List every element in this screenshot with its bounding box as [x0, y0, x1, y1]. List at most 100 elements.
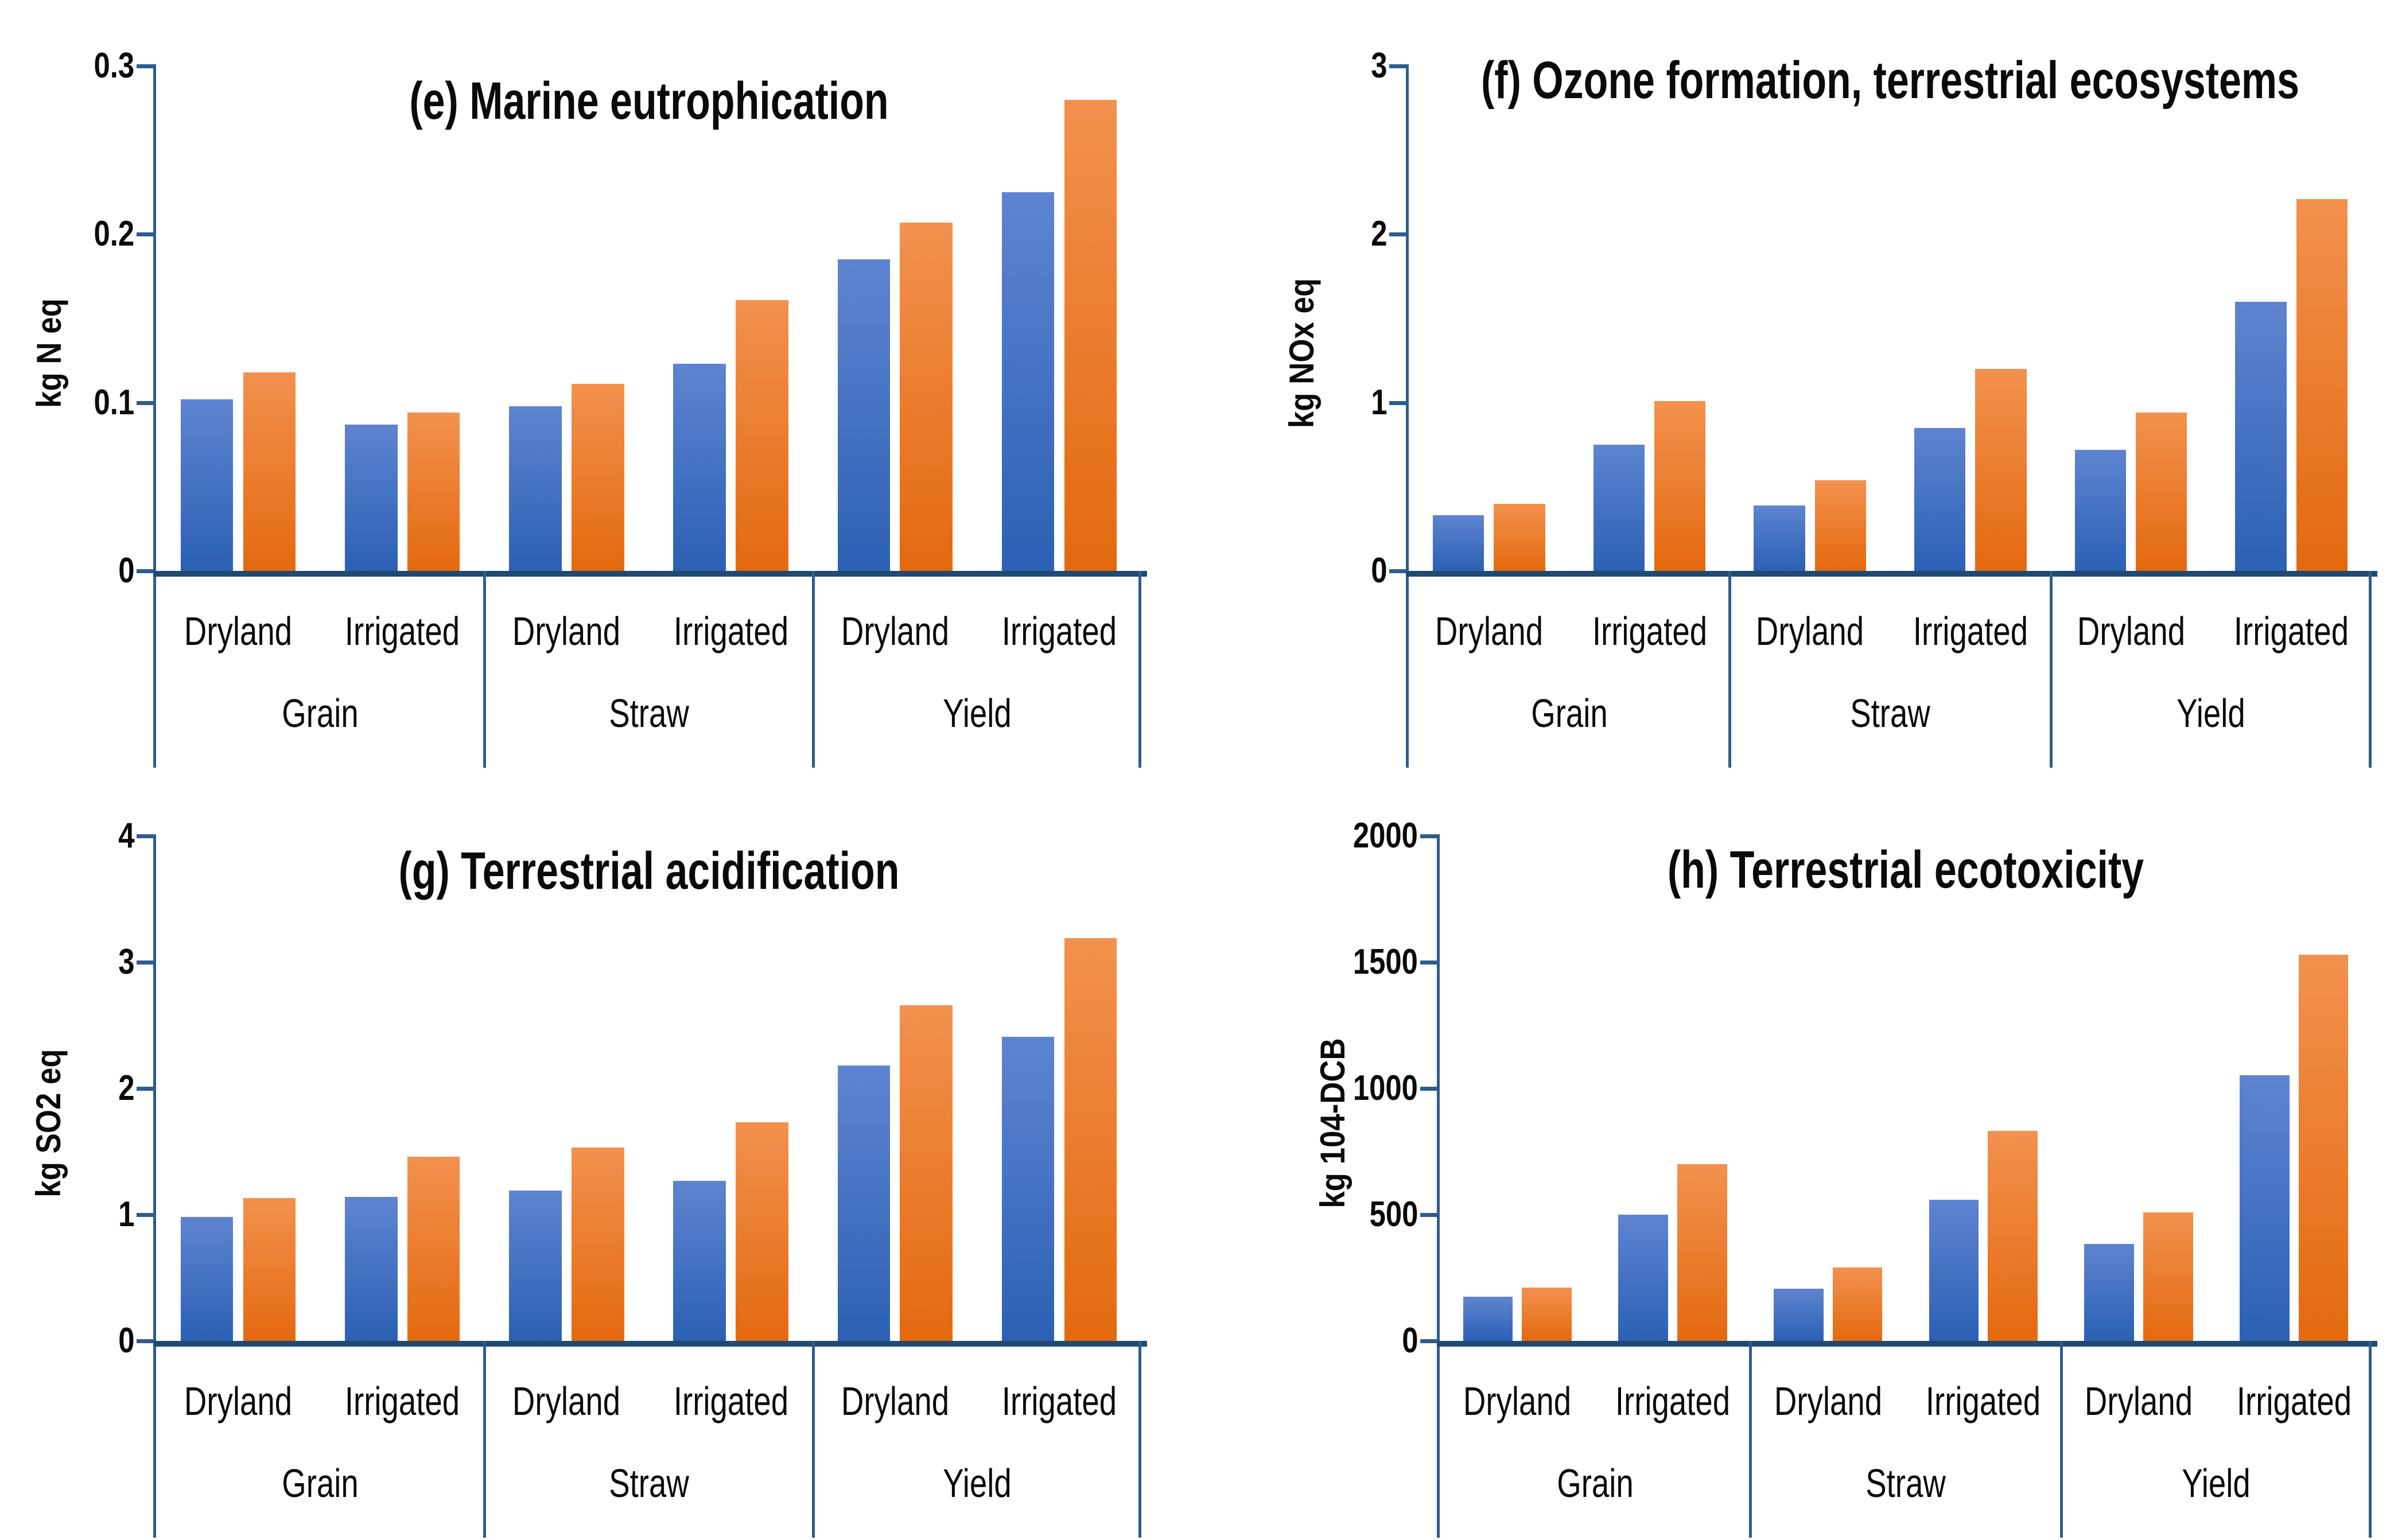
group-label: Grain: [282, 691, 359, 736]
y-tick-mark: [1389, 232, 1409, 237]
bar-grain-irrigated-blue: [1618, 1215, 1668, 1341]
y-tick-mark: [137, 1339, 156, 1343]
subgroup-label: Irrigated: [1913, 609, 2028, 654]
bar-yield-irrigated-orange: [2296, 199, 2348, 571]
bar-yield-dryland-blue: [837, 1065, 891, 1341]
bar-grain-irrigated-blue: [1593, 445, 1645, 571]
subgroup-label: Irrigated: [673, 609, 788, 654]
subgroup-label: Irrigated: [1592, 609, 1707, 654]
bar-grain-irrigated-orange: [407, 1156, 460, 1341]
group-label: Grain: [282, 1461, 359, 1506]
y-tick-label: 0.2: [94, 214, 134, 254]
subgroup-label: Dryland: [512, 1379, 621, 1424]
panel-title: (g) Terrestrial acidification: [398, 842, 899, 900]
y-tick-label: 2: [118, 1068, 134, 1108]
bar-straw-dryland-blue: [1773, 1288, 1824, 1341]
y-tick-mark: [137, 1213, 156, 1217]
y-axis-line: [153, 836, 156, 1538]
bar-grain-dryland-blue: [180, 1217, 234, 1341]
y-tick-label: 0: [1401, 1321, 1418, 1360]
group-label: Straw: [608, 691, 689, 736]
subgroup-label: Irrigated: [345, 1379, 460, 1424]
subgroup-label: Dryland: [1756, 609, 1864, 654]
y-tick-label: 2000: [1352, 816, 1418, 855]
subgroup-label: Irrigated: [673, 1379, 788, 1424]
y-tick-label: 0.3: [94, 46, 134, 85]
group-separator-line: [2369, 571, 2372, 768]
panel-terrestrial-acidification: (g) Terrestrial acidification kg SO2 eq 0 1…: [0, 770, 1199, 1540]
y-tick-label: 3: [118, 942, 134, 982]
y-tick-label: 3: [1370, 46, 1387, 85]
bar-straw-irrigated-orange: [1988, 1130, 2038, 1341]
group-separator-line: [811, 571, 815, 768]
y-tick-mark: [1420, 1339, 1440, 1343]
subgroup-label: Dryland: [512, 609, 621, 654]
panel-title: (f) Ozone formation, terrestrial ecosyst…: [1481, 51, 2299, 110]
y-tick-mark: [137, 232, 156, 237]
group-separator-line: [2049, 571, 2053, 768]
bar-straw-dryland-blue: [1754, 505, 1805, 571]
bar-straw-irrigated-orange: [1975, 369, 2027, 571]
x-axis-line: [1406, 571, 2377, 577]
bar-grain-irrigated-orange: [407, 413, 460, 571]
bar-grain-dryland-blue: [1463, 1297, 1513, 1341]
subgroup-label: Dryland: [184, 609, 293, 654]
subgroup-label: Irrigated: [1615, 1379, 1731, 1424]
subgroup-label: Dryland: [841, 1379, 949, 1424]
bar-grain-irrigated-orange: [1654, 400, 1706, 571]
bar-grain-dryland-orange: [1522, 1287, 1572, 1341]
group-separator-line: [1749, 1341, 1752, 1538]
group-label: Yield: [943, 1461, 1012, 1506]
y-axis-line: [153, 66, 156, 768]
group-label: Straw: [608, 1461, 689, 1506]
group-label: Yield: [2182, 1461, 2251, 1506]
subgroup-label: Dryland: [1435, 609, 1543, 654]
group-separator-line: [811, 1341, 815, 1538]
bar-yield-dryland-blue: [2074, 449, 2127, 571]
y-tick-label: 500: [1369, 1195, 1418, 1234]
group-label: Grain: [1530, 691, 1608, 736]
subgroup-label: Irrigated: [1001, 609, 1117, 654]
group-separator-line: [483, 1341, 487, 1538]
subgroup-label: Irrigated: [2236, 1379, 2352, 1424]
bar-straw-dryland-blue: [509, 1191, 562, 1341]
bar-straw-irrigated-blue: [673, 364, 726, 571]
bar-grain-dryland-blue: [1432, 515, 1484, 571]
y-tick-mark: [1389, 569, 1409, 573]
y-axis-label-box: kg NOx eq: [1258, 100, 1344, 605]
subgroup-label: Irrigated: [2234, 609, 2349, 654]
y-tick-label: 1500: [1352, 942, 1418, 982]
panel-marine-eutrophication: (e) Marine eutrophication kg N eq 0 0.1 0.2 0…: [0, 0, 1199, 770]
y-tick-mark: [137, 960, 156, 965]
bar-grain-irrigated-blue: [345, 424, 398, 571]
panel-terrestrial-ecotoxicity: (h) Terrestrial ecotoxicity kg 104-DCB 0 50…: [1199, 770, 2398, 1540]
bar-yield-irrigated-orange: [1064, 99, 1117, 571]
y-tick-label: 1000: [1352, 1068, 1418, 1108]
y-tick-label: 0.1: [94, 382, 134, 422]
subgroup-label: Irrigated: [1926, 1379, 2041, 1424]
bar-straw-irrigated-orange: [736, 1122, 788, 1341]
group-label: Straw: [1850, 691, 1930, 736]
x-axis-line: [153, 1341, 1147, 1347]
y-tick-mark: [137, 834, 156, 838]
group-separator-line: [2369, 1341, 2372, 1538]
y-tick-mark: [137, 400, 156, 405]
group-label: Straw: [1865, 1461, 1946, 1506]
subgroup-label: Dryland: [1774, 1379, 1882, 1424]
bar-yield-dryland-orange: [2143, 1212, 2193, 1341]
y-axis-line: [1437, 836, 1440, 1538]
y-tick-mark: [1420, 834, 1440, 838]
y-axis-line: [1406, 66, 1409, 768]
bar-grain-dryland-blue: [180, 399, 234, 571]
bar-grain-dryland-orange: [243, 1198, 296, 1341]
bar-yield-dryland-blue: [837, 259, 891, 571]
group-separator-line: [1138, 1341, 1141, 1538]
bar-yield-dryland-orange: [900, 1005, 953, 1341]
bar-straw-dryland-orange: [572, 1148, 624, 1341]
bar-straw-irrigated-blue: [673, 1180, 726, 1341]
panel-title: (h) Terrestrial ecotoxicity: [1667, 841, 2144, 899]
group-separator-line: [2059, 1341, 2063, 1538]
bar-straw-irrigated-blue: [1929, 1199, 1979, 1341]
bar-yield-dryland-blue: [2084, 1243, 2134, 1341]
